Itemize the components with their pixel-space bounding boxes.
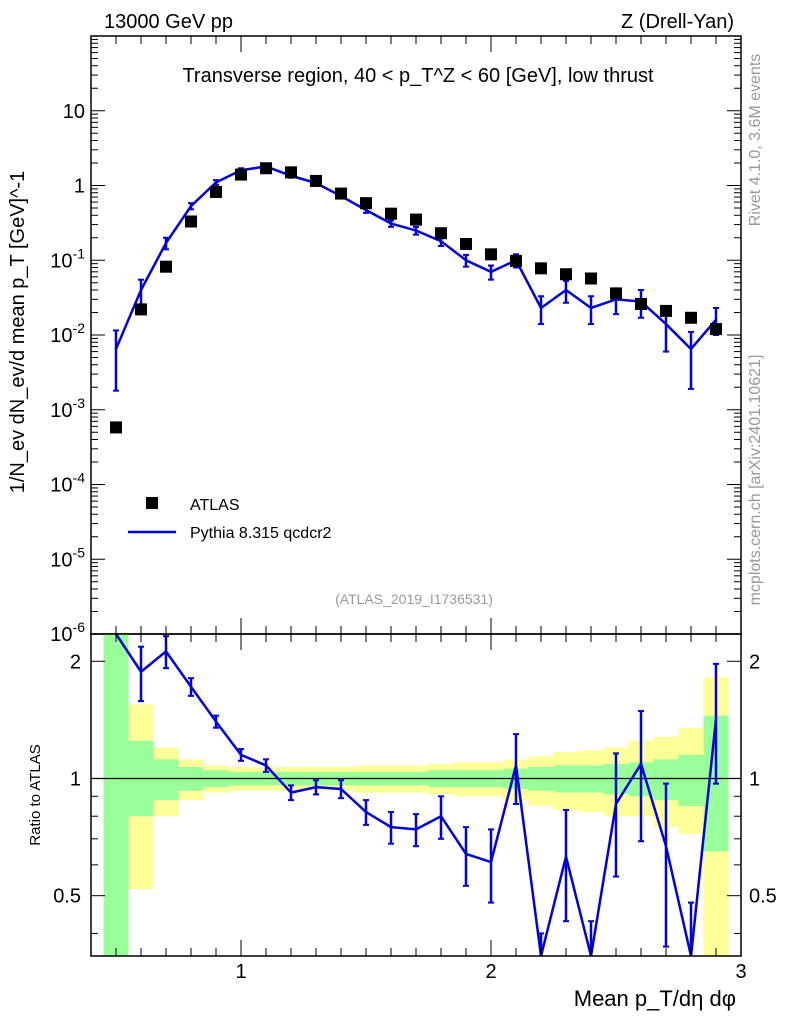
analysis-label: (ATLAS_2019_I1736531) xyxy=(335,591,493,607)
data-point xyxy=(585,272,597,285)
data-point xyxy=(485,248,497,261)
y-tick-exponent: -1 xyxy=(73,245,86,261)
rivet-label: Rivet 4.1.0, 3.6M events xyxy=(747,54,764,227)
ratio-band-inner xyxy=(103,634,129,956)
ratio-band-inner xyxy=(678,754,704,806)
data-point xyxy=(610,287,622,300)
legend-atlas-marker xyxy=(146,497,158,509)
y-tick-exponent: -2 xyxy=(73,320,86,336)
y-tick-label: 10-5 xyxy=(50,544,85,571)
data-point xyxy=(210,185,222,198)
data-point xyxy=(685,311,697,324)
ratio-y-tick-label-right: 2 xyxy=(749,651,760,673)
x-tick-label: 3 xyxy=(735,961,746,983)
y-tick-exponent: -3 xyxy=(73,395,86,411)
main-frame xyxy=(90,35,742,635)
y-tick-exponent: -4 xyxy=(73,470,86,486)
data-point xyxy=(435,227,447,240)
mc-line xyxy=(114,165,717,351)
data-point xyxy=(385,207,397,220)
ratio-y-tick-label: 2 xyxy=(70,651,81,673)
data-point xyxy=(360,197,372,210)
y-tick-exponent: -6 xyxy=(73,619,86,635)
legend-pythia-label: Pythia 8.315 qcdcr2 xyxy=(190,525,332,542)
data-point xyxy=(310,174,322,187)
data-point xyxy=(335,187,347,200)
y-tick-label: 10-1 xyxy=(50,245,85,272)
header-left: 13000 GeV pp xyxy=(104,11,233,33)
y-tick-label: 10 xyxy=(63,101,85,123)
y-tick-label: 10-3 xyxy=(50,395,85,422)
data-point xyxy=(460,237,472,250)
chart-title: Transverse region, 40 < p_T^Z < 60 [GeV]… xyxy=(182,65,654,87)
data-point xyxy=(510,254,522,267)
data-point xyxy=(110,421,122,434)
ratio-y-tick-label-right: 0.5 xyxy=(749,886,777,908)
data-point xyxy=(235,168,247,181)
header-right: Z (Drell-Yan) xyxy=(621,11,734,33)
mcplots-label: mcplots.cern.ch [arXiv:2401.10621] xyxy=(747,355,764,606)
y-tick-exponent: -5 xyxy=(73,544,86,560)
data-point xyxy=(535,262,547,275)
data-point xyxy=(260,162,272,175)
y-tick-label: 10-6 xyxy=(50,619,85,646)
data-point xyxy=(710,323,722,336)
ratio-y-tick-label: 0.5 xyxy=(53,886,81,908)
ratio-y-tick-label: 1 xyxy=(70,768,81,790)
data-point xyxy=(285,166,297,179)
ratio-panel: 1 2 3 0.5 0.5 1 1 2 2 xyxy=(53,633,777,983)
data-point xyxy=(635,297,647,310)
x-axis-label: Mean p_T/dη dφ xyxy=(574,986,736,1011)
data-point xyxy=(185,215,197,228)
data-point xyxy=(660,304,672,317)
y-tick-label: 10-2 xyxy=(50,320,85,347)
y-tick-label: 1 xyxy=(74,176,85,198)
legend: ATLAS Pythia 8.315 qcdcr2 xyxy=(128,497,332,542)
legend-atlas-label: ATLAS xyxy=(190,497,240,514)
y-axis-label: 1/N_ev dN_ev/d mean p_T [GeV]^-1 xyxy=(7,171,29,494)
x-tick-label: 2 xyxy=(485,961,496,983)
data-point xyxy=(410,213,422,226)
main-panel: 10-6 10-5 10-4 10-3 10-2 10-1 1 10 xyxy=(50,35,742,646)
x-tick-label: 1 xyxy=(235,961,246,983)
data-point xyxy=(135,303,147,316)
data-point xyxy=(560,268,572,281)
data-point xyxy=(160,260,172,273)
ratio-y-axis-label: Ratio to ATLAS xyxy=(27,744,44,845)
y-tick-label: 10-4 xyxy=(50,470,85,497)
ratio-y-tick-label-right: 1 xyxy=(749,768,760,790)
ratio-band-inner xyxy=(153,759,179,801)
